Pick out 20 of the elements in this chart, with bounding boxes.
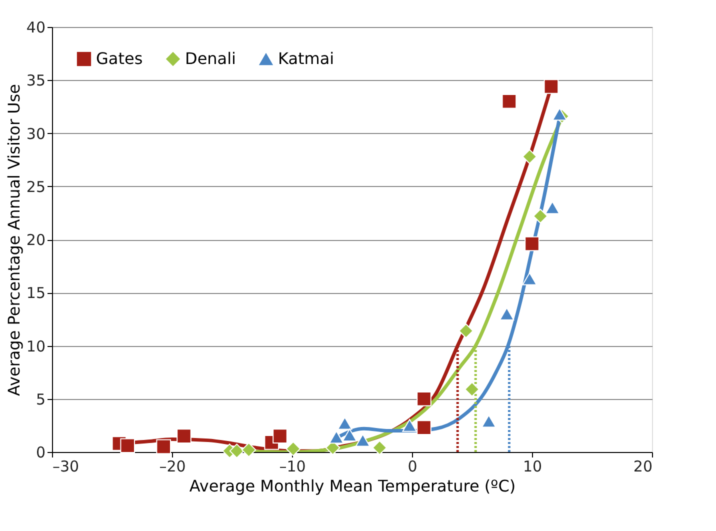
x-tick-label: –20 bbox=[159, 458, 186, 476]
x-tick-label: 20 bbox=[633, 458, 652, 476]
y-axis-title: Average Percentage Annual Visitor Use bbox=[4, 84, 24, 396]
x-tick-label: 0 bbox=[408, 458, 418, 476]
y-tick-label: 5 bbox=[36, 390, 46, 408]
y-tick-label: 10 bbox=[26, 337, 46, 356]
y-tick-label: 15 bbox=[26, 284, 46, 302]
y-tick-label: 0 bbox=[36, 444, 46, 462]
legend-label: Katmai bbox=[278, 49, 334, 68]
y-tick-label: 35 bbox=[26, 72, 46, 90]
y-tick-label: 40 bbox=[26, 18, 46, 36]
x-tick-label: 10 bbox=[522, 458, 542, 476]
y-tick-label: 20 bbox=[26, 231, 46, 249]
legend-label: Denali bbox=[185, 49, 236, 68]
x-tick-label: –30 bbox=[52, 458, 80, 476]
legend-label: Gates bbox=[96, 49, 143, 68]
y-tick-label: 25 bbox=[26, 178, 46, 196]
x-axis-title: Average Monthly Mean Temperature (ºC) bbox=[189, 476, 516, 496]
x-tick-label: –10 bbox=[279, 458, 306, 476]
y-tick-label: 30 bbox=[26, 124, 46, 143]
